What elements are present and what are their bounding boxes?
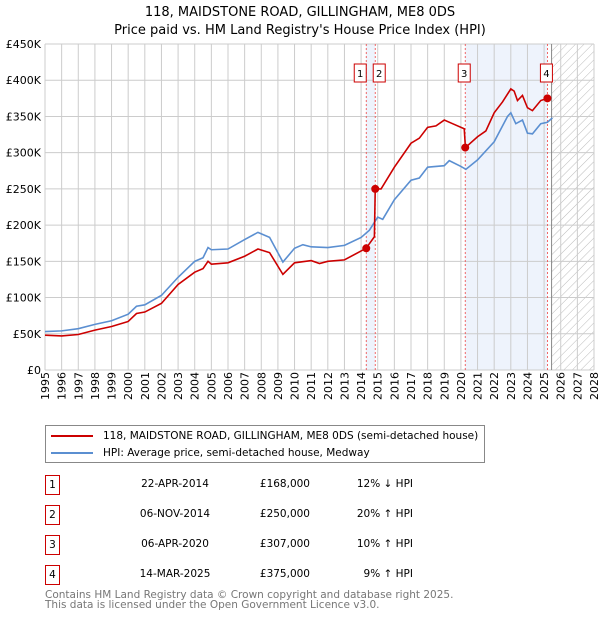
- x-tick-label: 2013: [338, 372, 351, 400]
- y-tick-label: £350K: [6, 110, 42, 123]
- sale-row: 3 06-APR-2020 £307,000 10% ↑ HPI: [45, 535, 445, 555]
- x-tick-label: 2010: [289, 372, 302, 400]
- sale-label: 2: [376, 69, 382, 80]
- y-tick-label: £300K: [6, 147, 42, 160]
- sale-price: £307,000: [259, 538, 310, 550]
- x-tick-label: 2025: [538, 372, 551, 400]
- sale-hpi-diff: 20% ↑ HPI: [356, 508, 413, 520]
- sale-hpi-diff: 10% ↑ HPI: [356, 538, 413, 550]
- legend-label-hpi: HPI: Average price, semi-detached house,…: [103, 447, 370, 459]
- x-tick-label: 2022: [488, 372, 501, 400]
- legend: 118, MAIDSTONE ROAD, GILLINGHAM, ME8 0DS…: [45, 425, 485, 463]
- footer: Contains HM Land Registry data © Crown c…: [45, 589, 454, 611]
- x-tick-label: 2020: [455, 372, 468, 400]
- x-tick-label: 2002: [155, 372, 168, 400]
- sale-point: [461, 143, 470, 152]
- y-tick-label: £0: [27, 364, 41, 377]
- y-tick-label: £50K: [13, 328, 42, 341]
- x-tick-label: 2019: [438, 372, 451, 400]
- x-tick-label: 2006: [222, 372, 235, 400]
- x-tick-label: 1995: [39, 372, 52, 400]
- sale-row: 4 14-MAR-2025 £375,000 9% ↑ HPI: [45, 565, 445, 585]
- x-tick-label: 2018: [422, 372, 435, 400]
- footer-line2: This data is licensed under the Open Gov…: [45, 599, 380, 611]
- shaded-range: [465, 44, 548, 370]
- sale-date: 14-MAR-2025: [139, 568, 211, 580]
- x-tick-label: 2021: [472, 372, 485, 400]
- sale-label-box: [353, 63, 367, 83]
- sale-number: 4: [45, 565, 60, 585]
- x-tick-label: 2012: [322, 372, 335, 400]
- sale-point: [362, 244, 371, 253]
- sale-number: 2: [45, 505, 60, 525]
- y-tick-label: £150K: [6, 255, 42, 268]
- sale-label: 4: [543, 69, 549, 80]
- x-tick-label: 1998: [89, 372, 102, 400]
- x-tick-label: 2015: [372, 372, 385, 400]
- y-tick-label: £450K: [6, 38, 42, 51]
- x-tick-label: 2001: [139, 372, 152, 400]
- sale-label-box: [539, 63, 553, 83]
- title-line: 118, MAIDSTONE ROAD, GILLINGHAM, ME8 0DS: [144, 5, 456, 20]
- legend-swatch-blue: [51, 452, 93, 454]
- sale-label-box: [457, 63, 471, 83]
- x-tick-label: 2023: [505, 372, 518, 400]
- x-tick-label: 2008: [255, 372, 268, 400]
- sale-hpi-diff: 12% ↓ HPI: [356, 478, 413, 490]
- x-tick-label: 2014: [355, 372, 368, 400]
- sale-point: [371, 184, 380, 193]
- x-tick-label: 2011: [305, 372, 318, 400]
- sale-number: 1: [45, 475, 60, 495]
- sale-number: 3: [45, 535, 60, 555]
- x-tick-label: 2000: [122, 372, 135, 400]
- sale-date: 06-APR-2020: [141, 538, 209, 550]
- sale-date: 06-NOV-2014: [139, 508, 211, 520]
- x-tick-label: 2005: [205, 372, 218, 400]
- subtitle-line: Price paid vs. HM Land Registry's House …: [114, 23, 486, 38]
- x-tick-label: 2028: [588, 372, 600, 400]
- x-tick-label: 2026: [555, 372, 568, 400]
- x-tick-label: 2007: [239, 372, 252, 400]
- sale-row: 1 22-APR-2014 £168,000 12% ↓ HPI: [45, 475, 445, 495]
- y-tick-label: £100K: [6, 292, 42, 305]
- hpi-line: [44, 111, 553, 333]
- x-tick-label: 2024: [521, 372, 534, 400]
- legend-swatch-red: [51, 435, 93, 437]
- x-tick-label: 1999: [106, 372, 119, 400]
- y-tick-label: £250K: [6, 183, 42, 196]
- x-tick-label: 1996: [56, 372, 69, 400]
- sale-label-box: [372, 63, 386, 83]
- footer-line1: Contains HM Land Registry data © Crown c…: [45, 589, 454, 601]
- x-tick-label: 2003: [172, 372, 185, 400]
- x-tick-label: 2017: [405, 372, 418, 400]
- sale-price: £168,000: [259, 478, 310, 490]
- sale-row: 2 06-NOV-2014 £250,000 20% ↑ HPI: [45, 505, 445, 525]
- sale-label: 1: [357, 69, 363, 80]
- forecast-hatch: [551, 44, 594, 370]
- shaded-range: [366, 44, 376, 370]
- sale-hpi-diff: 9% ↑ HPI: [363, 568, 413, 580]
- x-tick-label: 2016: [388, 372, 401, 400]
- y-tick-label: £400K: [6, 74, 42, 87]
- sale-price: £250,000: [259, 508, 310, 520]
- sale-label: 3: [461, 69, 467, 80]
- x-tick-label: 2004: [189, 372, 202, 400]
- x-tick-label: 2027: [571, 372, 584, 400]
- chart-title: 118, MAIDSTONE ROAD, GILLINGHAM, ME8 0DS…: [0, 4, 600, 40]
- y-tick-label: £200K: [6, 219, 42, 232]
- x-tick-label: 1997: [72, 372, 85, 400]
- x-tick-label: 2009: [272, 372, 285, 400]
- sale-price: £375,000: [259, 568, 310, 580]
- sale-date: 22-APR-2014: [141, 478, 209, 490]
- sale-point: [543, 94, 552, 103]
- legend-label-property: 118, MAIDSTONE ROAD, GILLINGHAM, ME8 0DS…: [103, 430, 479, 442]
- price-chart: 1995 1996 1997 1998 1999 2000 2001 2002 2003 2004…: [6, 38, 600, 400]
